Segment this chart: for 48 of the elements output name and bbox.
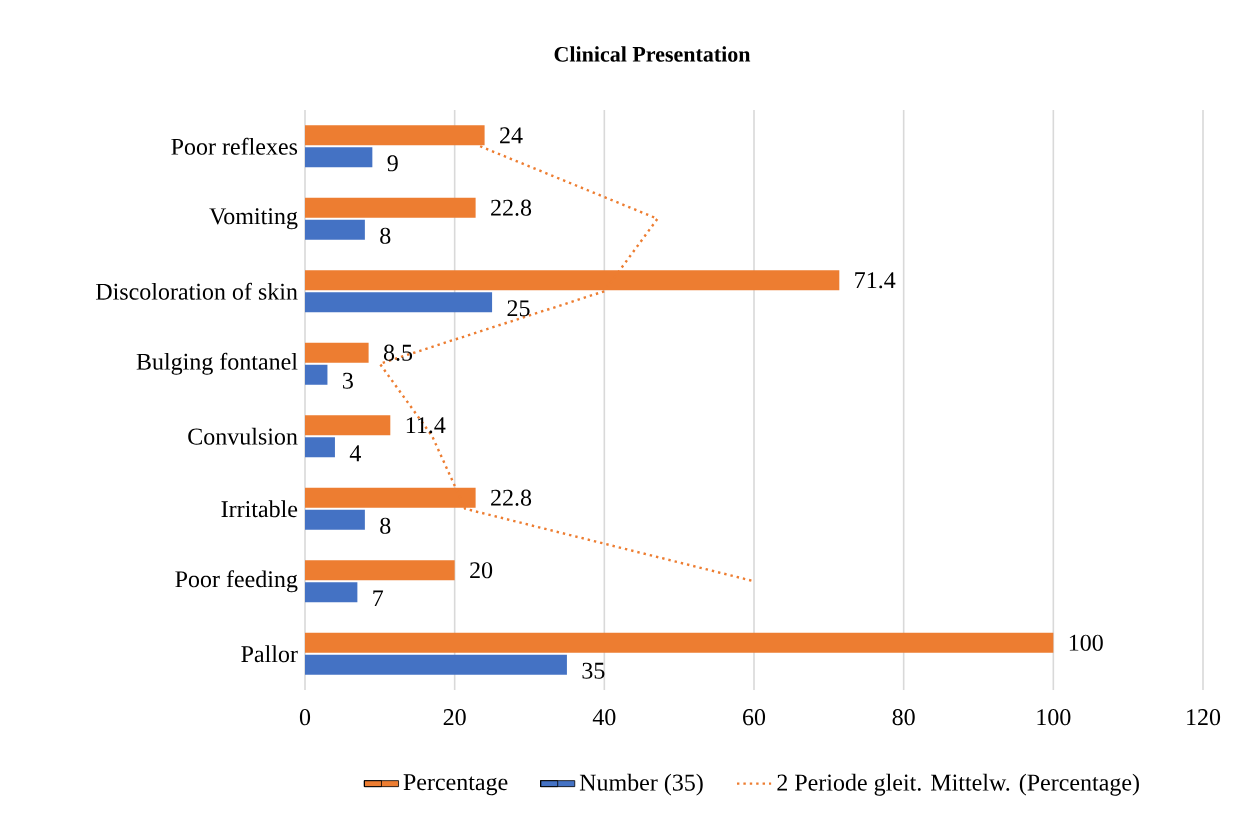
data-label: 22.8 xyxy=(491,199,532,216)
bar xyxy=(305,654,567,675)
bar xyxy=(305,437,335,458)
data-label: 9 xyxy=(387,155,398,172)
bar xyxy=(305,415,391,436)
bar xyxy=(305,509,365,530)
y-tick-label: Pallor xyxy=(241,645,298,663)
chart-title: Clinical Presentation xyxy=(554,46,751,62)
bar xyxy=(305,197,476,218)
bar xyxy=(305,292,493,313)
bar xyxy=(305,582,358,603)
x-tick-label: 100 xyxy=(1037,709,1071,726)
y-tick-label: Discoloration of skin xyxy=(95,282,298,300)
bar xyxy=(305,560,455,581)
data-label: 3 xyxy=(343,372,353,389)
y-tick-label: Irritable xyxy=(221,500,298,518)
bar xyxy=(305,219,365,240)
data-label: 11.4 xyxy=(406,417,446,434)
data-label: 25 xyxy=(507,300,530,317)
bar xyxy=(305,147,373,168)
data-label: 8.5 xyxy=(383,344,413,361)
data-label: 71.4 xyxy=(855,272,896,289)
bar xyxy=(305,342,369,363)
y-tick-label: Convulsion xyxy=(188,427,298,445)
data-label: 7 xyxy=(373,590,384,607)
legend-label: Percentage xyxy=(403,774,508,796)
x-tick-label: 60 xyxy=(743,709,766,726)
data-label: 35 xyxy=(582,662,605,679)
data-label: 100 xyxy=(1069,634,1103,651)
data-label: 8 xyxy=(380,227,391,244)
y-tick-label: Bulging fontanel xyxy=(136,352,298,375)
data-label: 22.8 xyxy=(491,489,532,506)
x-tick-label: 40 xyxy=(592,709,616,726)
x-tick-label: 120 xyxy=(1187,709,1221,726)
bar xyxy=(305,364,328,385)
data-label: 24 xyxy=(500,127,523,144)
data-label: 8 xyxy=(380,517,391,534)
x-tick-label: 80 xyxy=(892,709,915,726)
y-tick-label: Poor reflexes xyxy=(171,137,298,155)
data-label: 20 xyxy=(470,562,493,579)
y-tick-label: Vomiting xyxy=(209,208,298,230)
x-tick-label: 20 xyxy=(443,709,466,726)
data-label: 4 xyxy=(349,445,361,462)
x-tick-label: 0 xyxy=(299,709,311,726)
bar xyxy=(305,632,1054,653)
legend-label: Number (35) xyxy=(579,773,703,796)
legend-label: 2 Periode gleit. Mittelw. (Percentage) xyxy=(777,773,1139,796)
y-tick-label: Poor feeding xyxy=(175,570,298,593)
